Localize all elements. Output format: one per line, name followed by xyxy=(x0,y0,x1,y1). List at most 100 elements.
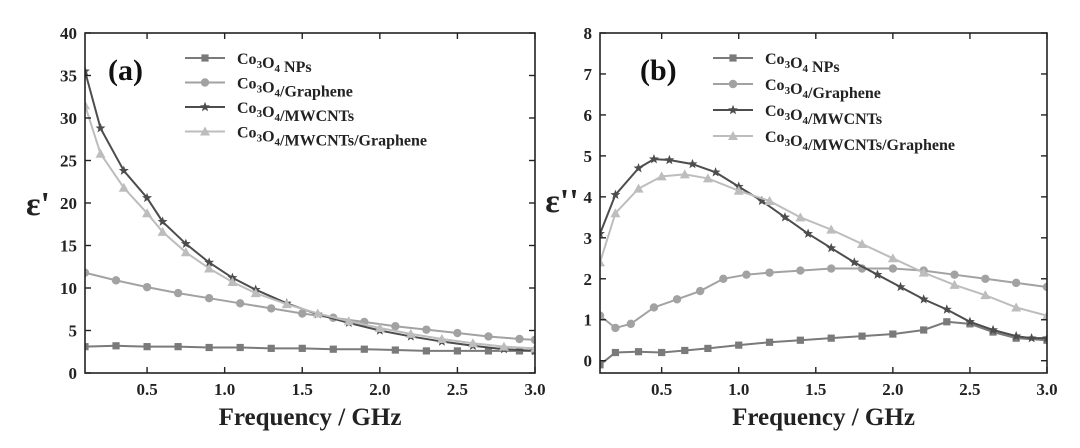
data-point xyxy=(679,169,690,179)
data-point xyxy=(227,277,238,287)
data-point xyxy=(85,66,90,76)
data-point xyxy=(530,335,535,345)
legend-label: Co3O4/Graphene xyxy=(765,77,881,102)
data-point xyxy=(735,341,743,349)
x-tick-label: 1.5 xyxy=(292,380,313,399)
data-point xyxy=(765,338,774,346)
data-point xyxy=(827,264,836,273)
data-point xyxy=(827,334,835,342)
data-point xyxy=(981,274,990,283)
data-point xyxy=(391,322,400,331)
x-tick-label: 2.5 xyxy=(959,380,980,399)
legend-label: Co3O4/MWCNTs xyxy=(765,103,882,128)
data-point xyxy=(204,257,215,267)
data-point xyxy=(1042,282,1047,292)
data-point xyxy=(453,328,462,338)
y-tick-label: 6 xyxy=(584,106,593,125)
data-point xyxy=(142,282,152,292)
data-point xyxy=(633,183,644,193)
data-point xyxy=(695,286,705,296)
data-point xyxy=(887,253,898,263)
series-line-2 xyxy=(85,70,535,352)
plot-area xyxy=(85,66,535,356)
data-point xyxy=(174,343,182,351)
data-point xyxy=(634,348,643,356)
legend-marker xyxy=(200,101,210,112)
data-point xyxy=(1042,310,1047,320)
data-point xyxy=(600,228,605,238)
chart-panel-a: 0 5 10 15 20 25 30 35 40 0.5 1.0 1.5 2.0 2.5 3.0 Freque… xyxy=(26,24,546,431)
data-point xyxy=(236,343,244,352)
y-tick-label: 30 xyxy=(60,109,77,128)
data-point xyxy=(796,336,804,344)
data-point xyxy=(142,208,153,218)
data-point xyxy=(611,323,620,333)
legend-label: Co3O4 NPs xyxy=(765,51,840,76)
series-line-1 xyxy=(600,267,1047,330)
data-point xyxy=(600,257,605,267)
data-point xyxy=(681,346,689,355)
data-point xyxy=(943,318,951,326)
data-point xyxy=(895,281,906,292)
data-point xyxy=(941,304,952,314)
data-point xyxy=(360,345,368,353)
data-point xyxy=(710,167,721,177)
data-point xyxy=(267,344,275,352)
data-point xyxy=(849,257,860,267)
data-point xyxy=(250,288,261,298)
legend-label: Co3O4 NPs xyxy=(237,51,312,76)
data-point xyxy=(1011,330,1022,341)
data-point xyxy=(180,238,191,249)
data-point xyxy=(1042,332,1047,343)
y-tick-label: 2 xyxy=(584,270,593,289)
x-tick-label: 1.5 xyxy=(805,380,826,399)
x-tick-label: 2.0 xyxy=(369,380,390,399)
data-point xyxy=(704,344,712,353)
x-tick-label: 3.0 xyxy=(1036,380,1057,399)
series-line-3 xyxy=(85,104,535,350)
x-axis-label: Frequency / GHz xyxy=(732,404,915,431)
data-point xyxy=(1026,332,1037,343)
data-point xyxy=(656,171,667,181)
data-point xyxy=(765,268,774,277)
plot-area xyxy=(600,153,1047,369)
data-point xyxy=(515,334,524,344)
legend-label: Co3O4/Graphene xyxy=(237,76,353,101)
y-tick-label: 3 xyxy=(584,229,593,248)
series-line-2 xyxy=(600,158,1047,340)
plot-frame xyxy=(599,32,1048,374)
y-tick-label: 4 xyxy=(584,188,593,207)
data-point xyxy=(467,338,478,348)
legend-marker xyxy=(728,104,738,115)
data-point xyxy=(964,316,975,326)
data-point xyxy=(949,279,960,289)
data-point xyxy=(610,189,621,200)
data-point xyxy=(1011,302,1022,312)
data-point xyxy=(649,303,659,312)
data-point xyxy=(610,208,621,218)
y-tick-label: 10 xyxy=(60,279,77,298)
y-tick-label: 35 xyxy=(60,67,77,86)
data-point xyxy=(687,158,698,169)
data-point xyxy=(920,326,928,334)
y-tick-label: 40 xyxy=(60,24,77,43)
data-point xyxy=(649,153,659,164)
data-point xyxy=(858,332,866,340)
data-point xyxy=(374,322,385,332)
legend: Co3O4 NPsCo3O4/GrapheneCo3O4/MWCNTsCo3O4… xyxy=(185,51,427,150)
data-point xyxy=(756,195,767,206)
data-point xyxy=(343,316,354,326)
series-line-0 xyxy=(600,320,1047,366)
data-point xyxy=(85,268,90,277)
data-point xyxy=(826,224,837,234)
legend-label: Co3O4/MWCNTs/Graphene xyxy=(237,125,427,150)
legend-label: Co3O4/MWCNTs/Graphene xyxy=(765,129,955,154)
data-point xyxy=(611,348,620,357)
data-point xyxy=(672,295,682,304)
data-point xyxy=(312,308,323,318)
data-point xyxy=(85,100,90,110)
y-tick-label: 15 xyxy=(60,237,77,256)
data-point xyxy=(633,162,644,173)
data-point xyxy=(600,311,605,320)
series-line-1 xyxy=(85,271,535,341)
